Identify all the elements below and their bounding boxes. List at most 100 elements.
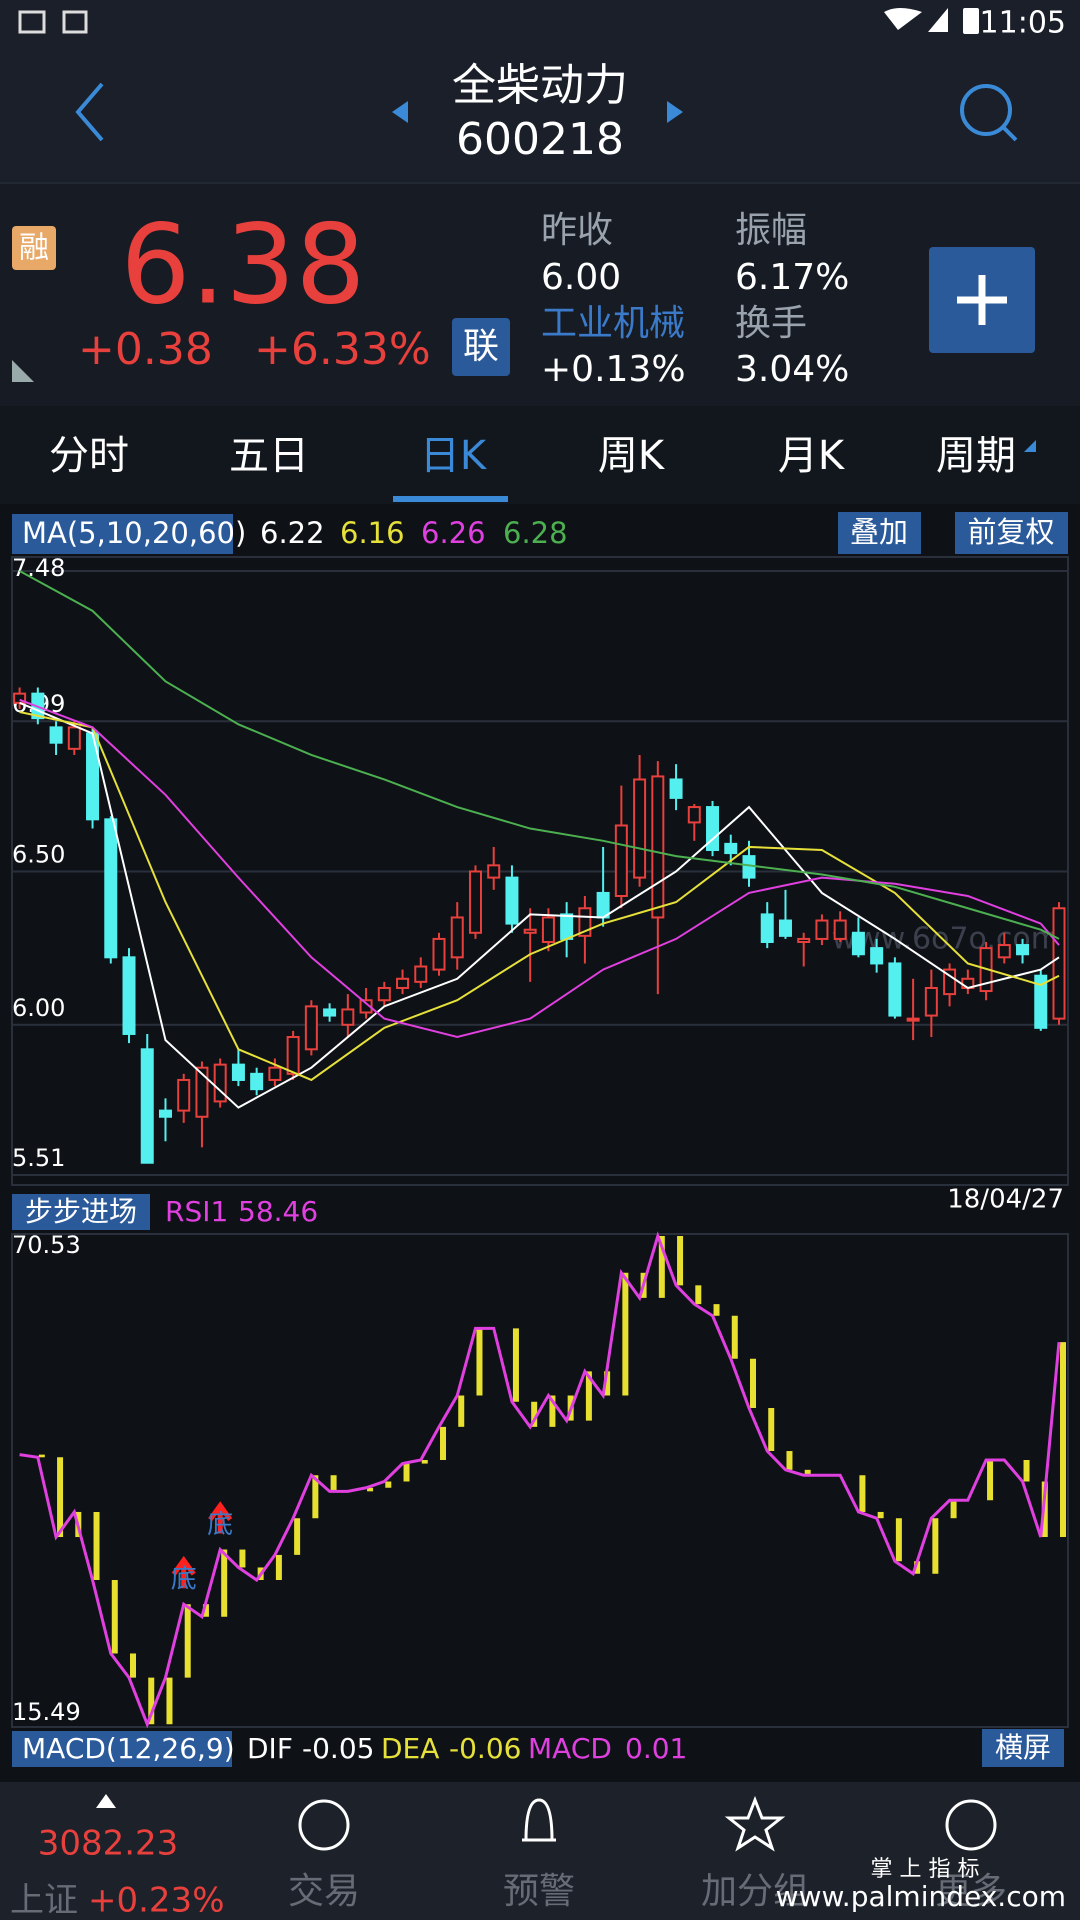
link-badge[interactable]	[452, 318, 510, 376]
overlay-button[interactable]	[838, 512, 921, 554]
back-button[interactable]	[75, 82, 104, 142]
trade-icon[interactable]	[298, 1799, 350, 1851]
adjust-button[interactable]	[955, 512, 1068, 554]
corner-icon	[12, 360, 34, 382]
margin-badge	[12, 226, 56, 270]
macd-name: MACD	[528, 1732, 612, 1765]
rsi-badge-text: 步步进场	[25, 1195, 137, 1228]
rsi-name: RSI1	[165, 1195, 228, 1228]
field-value: 6.00	[541, 257, 621, 298]
ma-line	[19, 711, 1060, 1082]
tab-bar	[0, 406, 1080, 504]
group-icon[interactable]	[724, 1795, 786, 1852]
tab[interactable]: 周期	[936, 433, 1016, 479]
bottom-signal: 底	[207, 1510, 233, 1540]
stock-name: 全柴动力	[452, 60, 628, 111]
field-value: +0.13%	[541, 349, 686, 390]
ma-label: MA(5,10,20,60)	[22, 516, 246, 550]
field-value: 3.04%	[735, 349, 849, 390]
status-icon	[18, 10, 46, 34]
wifi-icon	[884, 8, 922, 30]
rsi-tick-label: 70.53	[12, 1231, 81, 1259]
rsi-tick-label: 15.49	[12, 1698, 81, 1726]
candle-body	[870, 947, 884, 965]
candle-body	[304, 1005, 318, 1051]
next-stock[interactable]	[667, 101, 683, 123]
tab[interactable]: 月K	[778, 433, 846, 479]
candle-body	[140, 1048, 154, 1164]
index-value: 3082.23	[38, 1824, 179, 1864]
rsi-value: 58.46	[238, 1195, 318, 1228]
search-button	[1001, 125, 1018, 142]
tab[interactable]: 五日	[229, 433, 309, 479]
candle-body	[468, 870, 482, 934]
add-icon	[957, 275, 1007, 325]
candle-body	[906, 1017, 920, 1022]
candle-body	[596, 891, 610, 919]
candle-body	[67, 726, 81, 750]
candle-body	[49, 726, 63, 744]
expand-icon[interactable]	[96, 1794, 116, 1808]
quote-panel	[0, 184, 1080, 406]
rsi-line	[19, 1231, 1061, 1729]
signal-icon	[928, 8, 948, 32]
industry-link[interactable]: 工业机械	[541, 303, 685, 344]
candle-body	[943, 968, 957, 996]
candle-body	[614, 824, 628, 897]
date-label: 18/04/27	[947, 1185, 1064, 1215]
dif-name: DIF	[247, 1732, 293, 1765]
bottom-nav	[0, 1782, 1080, 1920]
price-change-pct: +6.33%	[254, 324, 431, 375]
candle-body	[158, 1109, 172, 1118]
candle-body	[286, 1036, 300, 1075]
bottom-arrow	[171, 1555, 196, 1589]
index-name: 上证	[10, 1881, 78, 1920]
tab-indicator	[393, 496, 508, 502]
landscape-button[interactable]	[982, 1729, 1064, 1767]
bottom-signal: 底	[171, 1565, 197, 1595]
candle-body	[414, 965, 428, 983]
candle-body	[1034, 974, 1048, 1029]
nav-label[interactable]: 交易	[288, 1871, 360, 1912]
dropdown-icon	[1024, 440, 1036, 452]
macd-label: MACD(12,26,9)	[22, 1732, 235, 1765]
ma-line	[19, 698, 1060, 1039]
watermark-url: www.palmindex.com	[776, 1880, 1066, 1913]
top-bar	[0, 0, 1080, 184]
candle-body	[104, 818, 118, 959]
search-button[interactable]	[960, 84, 1012, 136]
status-icon	[62, 10, 88, 34]
nav-label[interactable]: 预警	[503, 1871, 575, 1912]
ma-value: 6.22	[260, 516, 325, 550]
candle-body	[1052, 907, 1066, 1020]
field-label: 振幅	[735, 210, 807, 251]
candle-body	[706, 806, 720, 852]
alert-icon[interactable]	[522, 1798, 556, 1842]
ma-badge	[12, 514, 233, 554]
nav-label[interactable]: 加分组	[701, 1871, 809, 1912]
candle-body	[213, 1063, 227, 1103]
landscape-button-text: 横屏	[995, 1731, 1051, 1764]
candle-body	[924, 986, 938, 1017]
tab[interactable]: 周K	[598, 433, 666, 479]
candle-body	[359, 999, 373, 1014]
candle-body	[541, 916, 555, 943]
tab[interactable]: 日K	[420, 433, 488, 479]
last-price: 6.38	[121, 200, 366, 328]
tab[interactable]: 分时	[49, 433, 129, 479]
more-icon[interactable]	[945, 1799, 997, 1851]
candle-body	[633, 778, 647, 879]
candle-body	[833, 919, 847, 940]
prev-stock[interactable]	[392, 101, 408, 123]
rsi-frame	[11, 1233, 1069, 1728]
candle-body	[651, 775, 665, 919]
candle-body	[377, 986, 391, 1002]
bottom-arrow	[208, 1501, 233, 1534]
candle-body	[669, 778, 683, 799]
nav-label[interactable]: 更多	[935, 1871, 1007, 1912]
candle-body	[742, 855, 756, 879]
candle-body	[724, 842, 738, 855]
y-tick-label: 7.48	[12, 554, 65, 582]
candle-body	[487, 864, 501, 879]
